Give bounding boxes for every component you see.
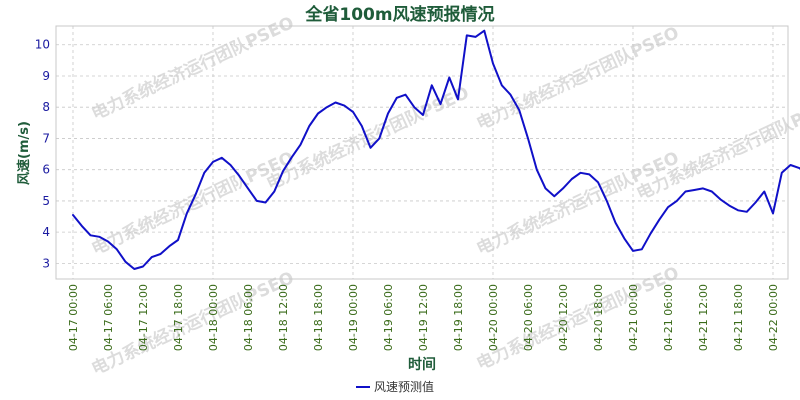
y-tick-label: 7	[42, 131, 50, 145]
series-line-wind-speed	[72, 29, 800, 270]
y-tick-layer: 3 4 5 6 7 8 9 10	[35, 38, 50, 271]
x-tick-label: 04-17 00:00	[67, 284, 80, 351]
watermark-text: 电力系统经济运行团队PSEO	[88, 12, 297, 124]
y-tick-label: 6	[42, 163, 50, 177]
watermark-text: 电力系统经济运行团队PSEO	[633, 92, 800, 204]
x-tick-label: 04-18 12:00	[277, 284, 290, 351]
x-tick-label: 04-17 06:00	[102, 284, 115, 351]
legend[interactable]: 风速预测值	[356, 379, 434, 394]
watermark-text: 电力系统经济运行团队PSEO	[473, 147, 682, 259]
y-tick-label: 10	[35, 38, 50, 52]
legend-label: 风速预测值	[374, 379, 434, 394]
x-tick-label: 04-21 18:00	[732, 284, 745, 351]
x-tick-label: 04-17 12:00	[137, 284, 150, 351]
x-tick-label: 04-21 12:00	[697, 284, 710, 351]
x-tick-label: 04-18 00:00	[207, 284, 220, 351]
x-tick-layer: 04-17 00:00 04-17 06:00 04-17 12:00 04-17 1…	[67, 284, 780, 351]
x-tick-label: 04-18 06:00	[242, 284, 255, 351]
chart-title: 全省100m风速预报情况	[304, 4, 494, 25]
x-tick-label: 04-22 00:00	[767, 284, 780, 351]
x-tick-label: 04-20 12:00	[557, 284, 570, 351]
x-tick-label: 04-19 06:00	[382, 284, 395, 351]
plot-frame	[55, 25, 789, 280]
x-tick-label: 04-20 18:00	[592, 284, 605, 351]
x-tick-label: 04-21 06:00	[662, 284, 675, 351]
x-tick-label: 04-21 00:00	[627, 284, 640, 351]
x-axis-label: 时间	[408, 356, 436, 373]
watermark-text: 电力系统经济运行团队PSEO	[88, 267, 297, 379]
y-tick-label: 4	[42, 225, 50, 239]
x-tick-label: 04-19 00:00	[347, 284, 360, 351]
y-tick-label: 8	[42, 100, 50, 114]
x-tick-label: 04-17 18:00	[172, 284, 185, 351]
y-tick-label: 9	[42, 69, 50, 83]
y-tick-label: 5	[42, 194, 50, 208]
x-tick-label: 04-19 12:00	[417, 284, 430, 351]
y-tick-label: 3	[42, 256, 50, 270]
x-tick-label: 04-18 18:00	[312, 284, 325, 351]
watermark-text: 电力系统经济运行团队PSEO	[473, 22, 682, 134]
x-tick-label: 04-20 00:00	[487, 284, 500, 351]
x-tick-label: 04-20 06:00	[522, 284, 535, 351]
grid-layer	[56, 26, 788, 279]
x-tick-label: 04-19 18:00	[452, 284, 465, 351]
y-axis-label: 风速(m/s)	[16, 121, 32, 185]
